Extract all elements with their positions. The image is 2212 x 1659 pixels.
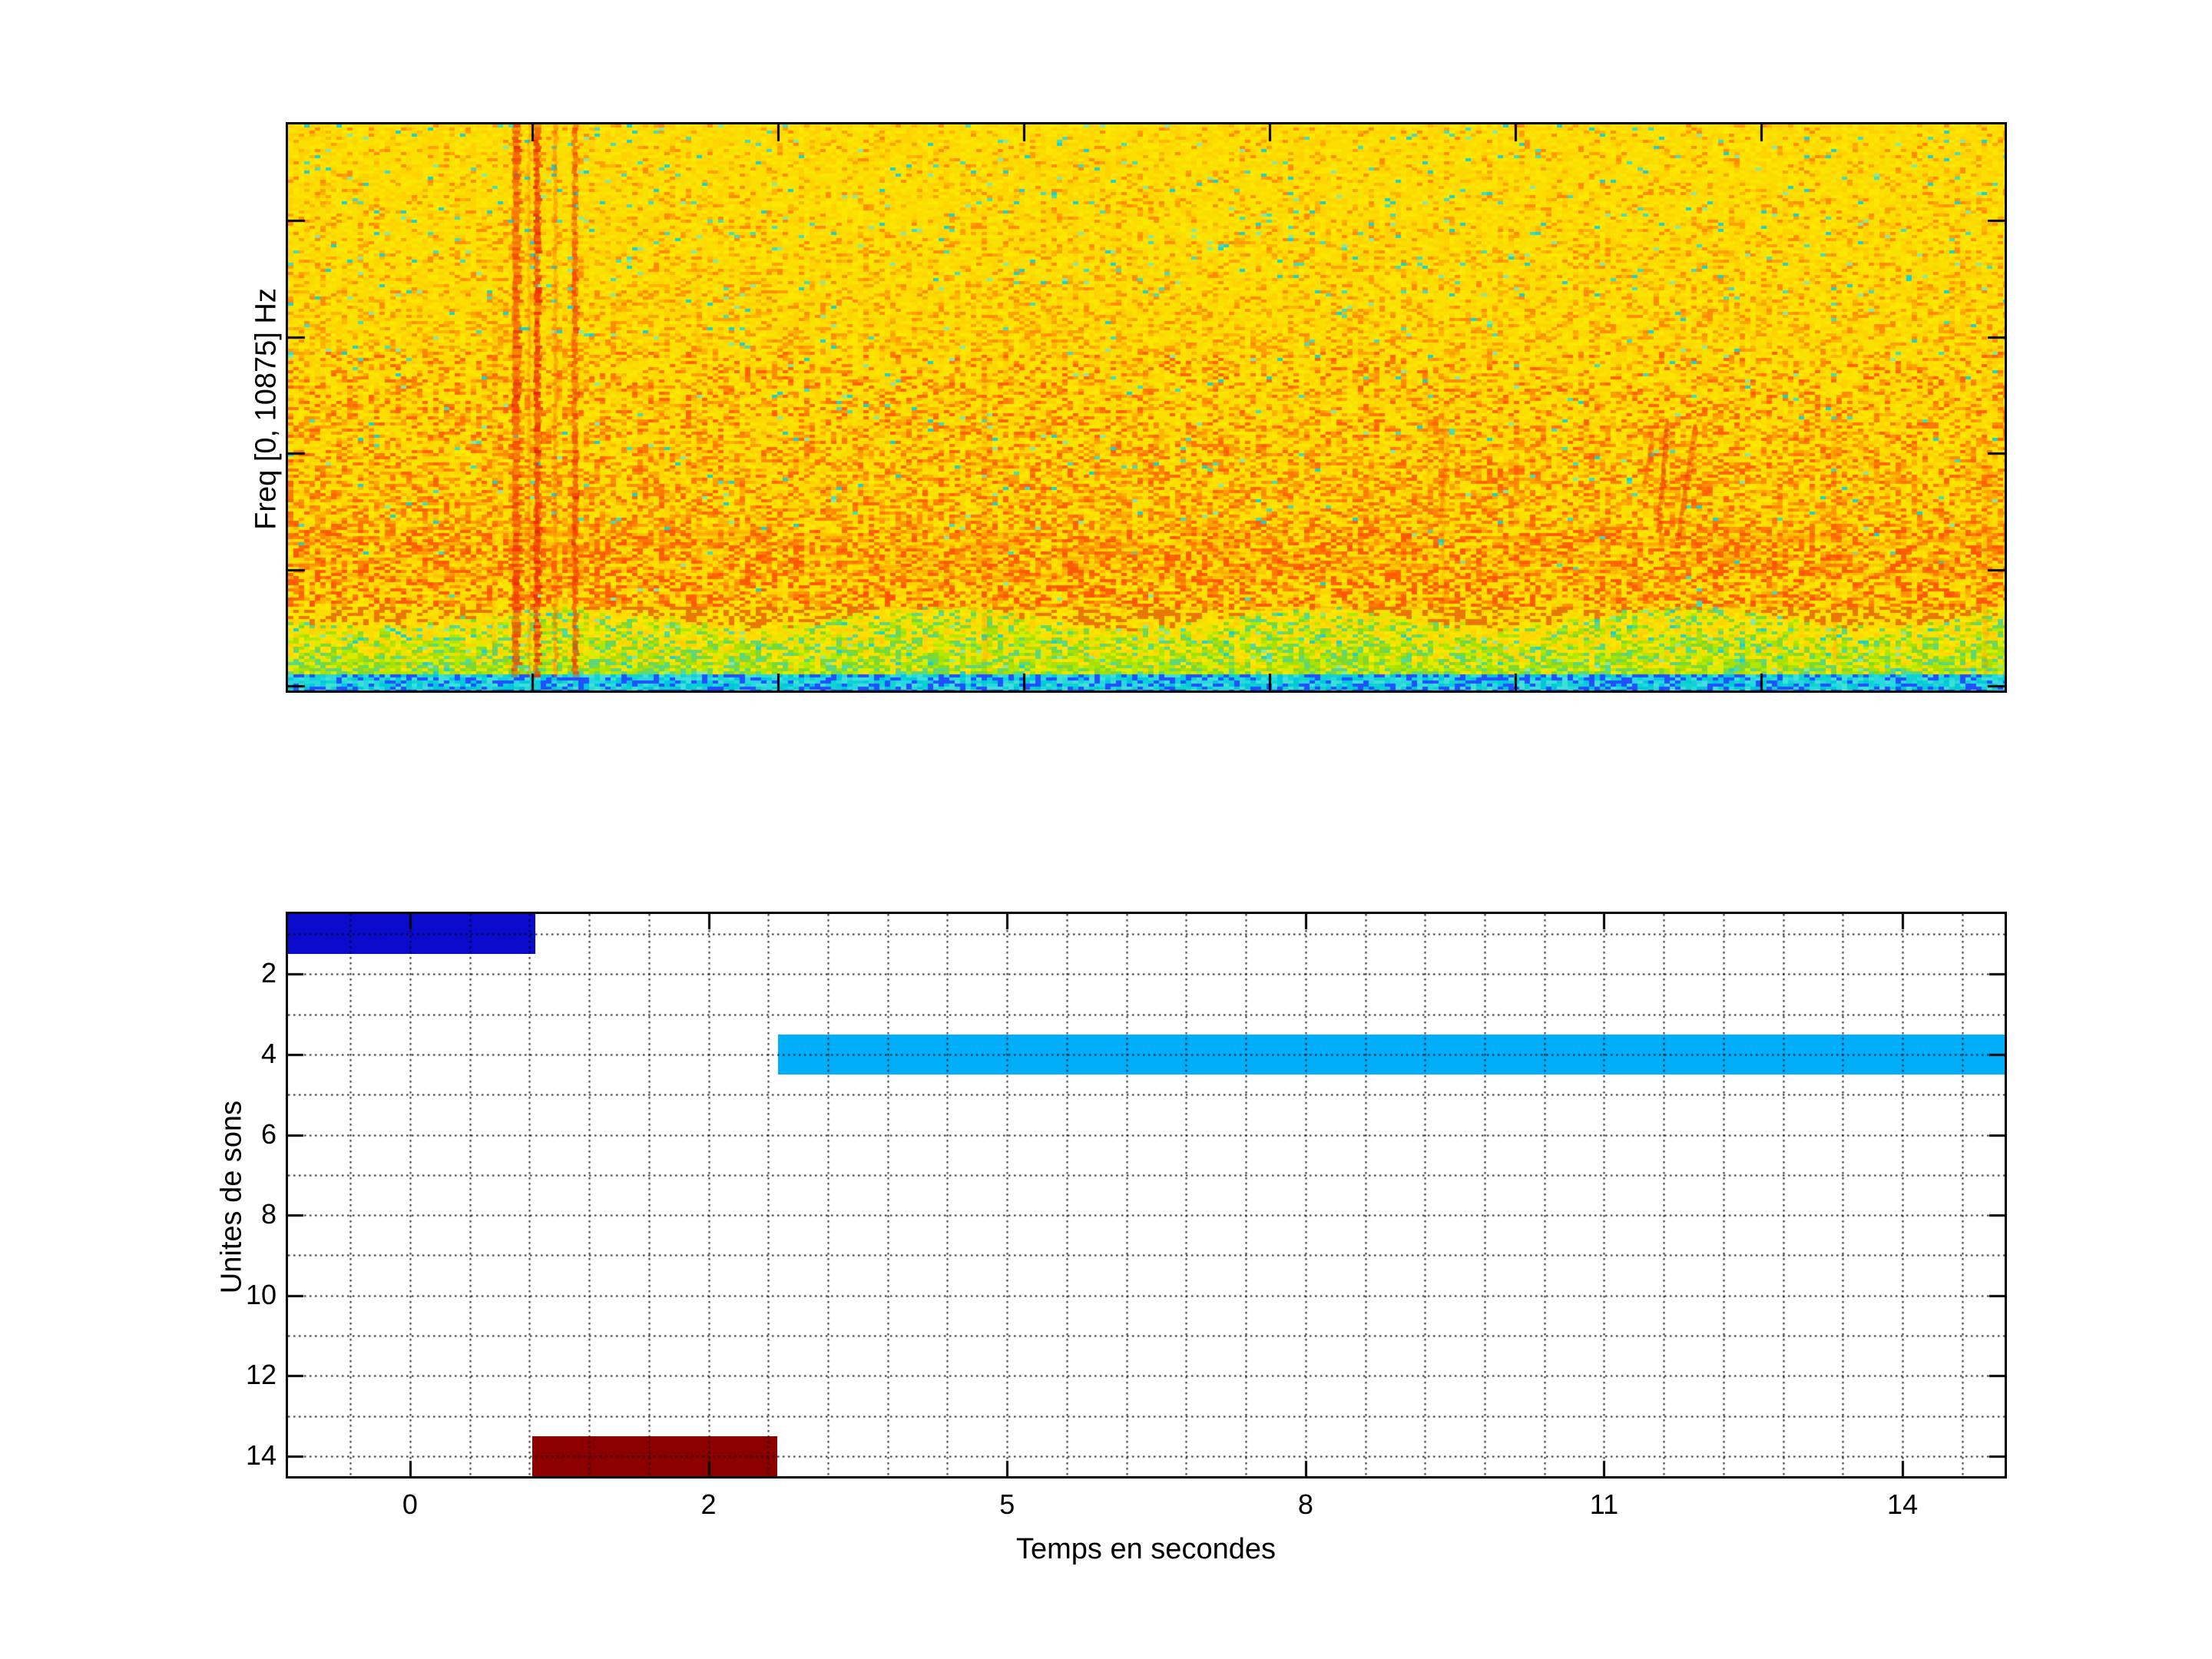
bar-son-4: [777, 1034, 2005, 1075]
y-tick-label-8: 8: [260, 1198, 276, 1230]
x-tick-label-14: 14: [1887, 1488, 1919, 1520]
x-tick-label-11: 11: [1589, 1488, 1619, 1520]
x-tick-label-8: 8: [1297, 1488, 1313, 1520]
x-tick-label-5: 5: [999, 1488, 1015, 1520]
spectrogram-y-axis-label: Freq [0, 10875] Hz: [250, 288, 283, 530]
bar-son-14: [531, 1435, 777, 1476]
y-tick-label-14: 14: [245, 1439, 276, 1471]
bars-x-axis-label: Temps en secondes: [1016, 1533, 1276, 1565]
y-tick-label-2: 2: [260, 957, 276, 989]
y-tick-label-4: 4: [260, 1038, 276, 1069]
spectrogram-image: [288, 124, 2005, 690]
x-tick-label-2: 2: [700, 1488, 717, 1520]
bars-layer: [288, 914, 2005, 1476]
bar-son-1: [288, 914, 535, 955]
x-tick-label-0: 0: [402, 1488, 418, 1520]
spectrogram-plot: [286, 122, 2007, 693]
y-tick-label-6: 6: [260, 1118, 276, 1150]
y-tick-label-12: 12: [245, 1359, 276, 1391]
sound-units-plot: [286, 912, 2007, 1479]
y-tick-label-10: 10: [245, 1278, 276, 1310]
